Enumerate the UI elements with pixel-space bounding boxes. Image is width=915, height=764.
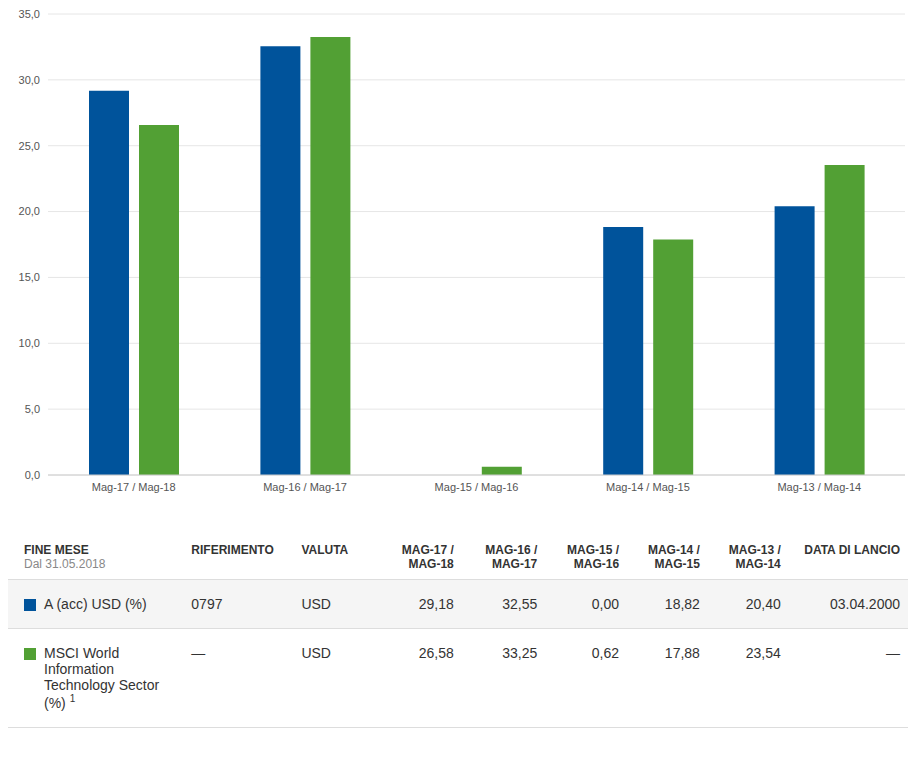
html-text:0,62: 0,62: [591, 645, 620, 661]
html-text:0,00: 0,00: [591, 596, 620, 612]
svg-text:Mag-16 / Mag-17: Mag-16 / Mag-17: [263, 481, 347, 493]
svg-text:10,0: 10,0: [19, 337, 40, 349]
html-text:18,82: 18,82: [664, 596, 700, 612]
svg-text:25,0: 25,0: [19, 140, 40, 152]
html-text:USD: USD: [301, 596, 331, 612]
svg-text:Mag-17 / Mag-18: Mag-17 / Mag-18: [92, 481, 176, 493]
html-text:Dal 31.05.2018: Dal 31.05.2018: [24, 557, 106, 571]
html-text:17,88: 17,88: [664, 645, 700, 661]
html-text:20,40: 20,40: [745, 596, 781, 612]
svg-text:0,0: 0,0: [25, 469, 40, 481]
html-text:RIFERIMENTO: RIFERIMENTO: [191, 543, 274, 557]
html-text:03.04.2000: 03.04.2000: [829, 596, 900, 612]
html-text:VALUTA: VALUTA: [301, 543, 349, 557]
html-text:0797: 0797: [191, 596, 223, 612]
svg-text:Mag-13 / Mag-14: Mag-13 / Mag-14: [777, 481, 861, 493]
svg-text:15,0: 15,0: [19, 271, 40, 283]
html-text:23,54: 23,54: [745, 645, 781, 661]
html-text:MAG-17 / MAG-18: MAG-17 / MAG-18: [401, 543, 454, 571]
svg-text:20,0: 20,0: [19, 205, 40, 217]
html-text:USD: USD: [301, 645, 331, 661]
svg-text:30,0: 30,0: [19, 74, 40, 86]
html-text:MSCI World Information Technol: MSCI World Information Technology Sector…: [44, 645, 160, 711]
html-text:33,25: 33,25: [502, 645, 538, 661]
svg-text:5,0: 5,0: [25, 403, 40, 415]
html-text:32,55: 32,55: [502, 596, 538, 612]
html-text:MAG-16 / MAG-17: MAG-16 / MAG-17: [485, 543, 538, 571]
svg-text:Mag-15 / Mag-16: Mag-15 / Mag-16: [435, 481, 519, 493]
html-text:MAG-13 / MAG-14: MAG-13 / MAG-14: [728, 543, 781, 571]
html-text:MAG-14 / MAG-15: MAG-14 / MAG-15: [647, 543, 700, 571]
svg-text:35,0: 35,0: [19, 8, 40, 20]
html-text:MAG-15 / MAG-16: MAG-15 / MAG-16: [567, 543, 620, 571]
html-text:DATA DI LANCIO: DATA DI LANCIO: [804, 543, 900, 557]
html-text:A (acc) USD (%): A (acc) USD (%): [44, 596, 147, 612]
html-text:FINE MESE: FINE MESE: [24, 543, 89, 557]
html-text:29,18: 29,18: [418, 596, 454, 612]
html-text:26,58: 26,58: [418, 645, 454, 661]
svg-text:Mag-14 / Mag-15: Mag-14 / Mag-15: [606, 481, 690, 493]
